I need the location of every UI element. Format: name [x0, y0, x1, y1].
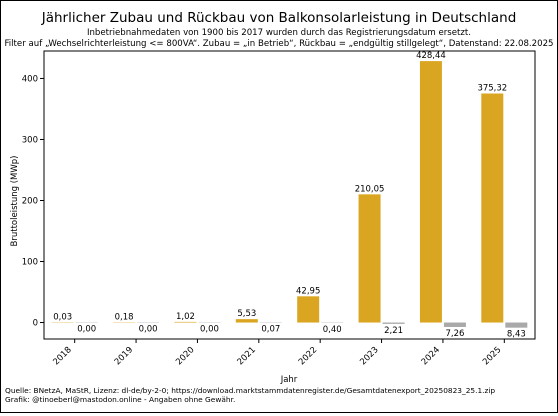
x-tick-label: 2019 [113, 345, 135, 367]
value-label-rueckbau: 7,26 [445, 329, 464, 339]
credit-note: Grafik: @tinoeberl@mastodon.online - Ang… [5, 395, 235, 404]
plot-area: 0 100 200 300 400 2018 0,03 0,00 2019 0,18 0,00 202… [22, 51, 535, 367]
x-tick-label: 2018 [51, 345, 73, 367]
value-label-rueckbau: 2,21 [384, 326, 403, 336]
x-tick-label: 2021 [236, 345, 258, 367]
value-label-zubau: 0,18 [115, 312, 134, 322]
x-tick-label: 2020 [174, 345, 196, 367]
chart-subtitle-line-2: Filter auf „Wechselrichterleistung <= 80… [4, 39, 553, 49]
y-tick-label: 200 [22, 196, 38, 206]
y-tick-label: 400 [22, 74, 38, 84]
value-label-zubau: 0,03 [53, 313, 72, 323]
plot-frame [44, 51, 535, 339]
bar-zubau [236, 319, 258, 322]
value-label-rueckbau: 8,43 [507, 330, 526, 340]
bar-zubau [420, 61, 442, 322]
bar-zubau [174, 322, 196, 323]
bar-rueckbau [383, 323, 405, 324]
value-label-zubau: 42,95 [296, 286, 320, 296]
bar-rueckbau [505, 323, 527, 328]
value-label-rueckbau: 0,00 [77, 325, 96, 335]
x-tick-label: 2022 [297, 345, 319, 367]
x-tick-label: 2024 [420, 345, 442, 367]
y-axis-label: Bruttoleistung (MWp) [10, 156, 20, 247]
bar-zubau [297, 296, 319, 322]
bar-zubau [359, 194, 381, 322]
value-label-zubau: 210,05 [355, 184, 385, 194]
bar-zubau [481, 94, 503, 323]
value-label-zubau: 5,53 [237, 309, 256, 319]
source-note: Quelle: BNetzA, MaStR, Lizenz: dl-de/by-… [5, 386, 495, 395]
value-label-rueckbau: 0,40 [323, 325, 342, 335]
value-label-zubau: 1,02 [176, 312, 195, 322]
value-label-rueckbau: 0,07 [261, 325, 280, 335]
chart-title: Jährlicher Zubau und Rückbau von Balkons… [41, 10, 517, 26]
x-tick-label: 2025 [481, 345, 503, 367]
value-label-zubau: 428,44 [416, 51, 446, 61]
value-label-rueckbau: 0,00 [139, 325, 158, 335]
x-tick-label: 2023 [358, 345, 380, 367]
chart-subtitle-line-1: Inbetriebnahmedaten von 1900 bis 2017 wu… [87, 28, 471, 38]
value-label-zubau: 375,32 [477, 84, 507, 94]
bar-rueckbau [444, 323, 466, 327]
y-tick-label: 0 [33, 319, 38, 329]
y-tick-label: 300 [22, 135, 38, 145]
x-axis-label: Jahr [280, 375, 298, 385]
y-tick-label: 100 [22, 258, 38, 268]
value-label-rueckbau: 0,00 [200, 325, 219, 335]
